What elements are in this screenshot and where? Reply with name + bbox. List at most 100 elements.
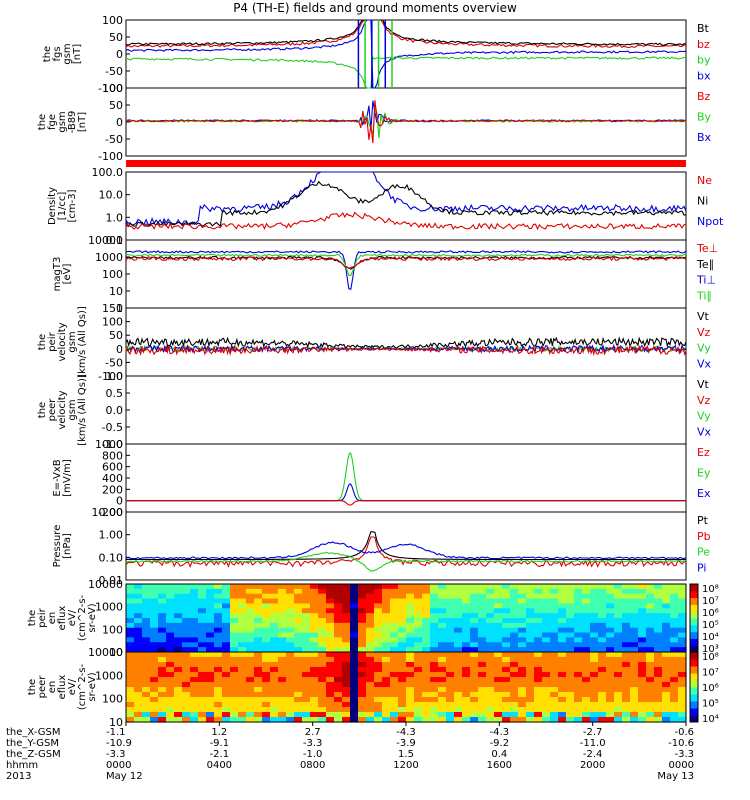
heatmap-cell [158, 588, 167, 595]
heatmap-cell [310, 662, 319, 668]
heatmap-cell [318, 598, 327, 605]
heatmap-cell [150, 627, 159, 634]
heatmap-cell [230, 717, 239, 723]
heatmap-cell [278, 662, 287, 668]
heatmap-cell [294, 603, 303, 609]
ylabel-line: [km/s (All Qs)] [77, 374, 88, 446]
heatmap-cell [254, 697, 263, 703]
heatmap-cell [206, 603, 215, 609]
heatmap-cell [526, 593, 535, 600]
heatmap-cell [334, 608, 343, 614]
heatmap-cell [374, 618, 383, 624]
heatmap-cell [318, 657, 327, 663]
heatmap-cell [534, 677, 543, 683]
legend-peer_velocity: Vx [697, 425, 712, 438]
heatmap-cell [582, 598, 591, 605]
heatmap-cell [550, 712, 559, 718]
heatmap-cell [142, 637, 151, 643]
heatmap-cell [494, 682, 503, 688]
heatmap-cell [246, 588, 255, 595]
heatmap-cell [582, 687, 591, 693]
heatmap-cell [462, 707, 471, 713]
heatmap-cell [358, 687, 367, 693]
heatmap-cell [678, 712, 687, 718]
heatmap-cell [230, 588, 239, 595]
heatmap-cell [406, 593, 415, 600]
heatmap-cell [294, 652, 303, 658]
series-Ti-perp [125, 250, 687, 291]
colorbar-cell [690, 590, 698, 599]
heatmap-cell [574, 717, 583, 723]
heatmap-cell [366, 603, 375, 609]
heatmap-cell [494, 627, 503, 634]
heatmap-cell [142, 652, 151, 658]
colorbar-label: 10⁷ [702, 668, 719, 679]
heatmap-cell [558, 627, 567, 634]
heatmap-cell [350, 588, 359, 595]
ytick-label: 0 [116, 343, 123, 356]
heatmap-cell [414, 642, 423, 648]
heatmap-cell [222, 622, 231, 629]
heatmap-cell [446, 677, 455, 683]
ytick-label: 0.01 [99, 574, 124, 587]
heatmap-cell [486, 647, 495, 653]
legend-fge: Bz [697, 90, 711, 103]
heatmap-cell [478, 593, 487, 600]
ylabel-line: peir [37, 607, 48, 627]
xtick-z-gsm: -2.1 [210, 749, 230, 760]
heatmap-cell [518, 682, 527, 688]
heatmap-cell [534, 697, 543, 703]
heatmap-cell [390, 682, 399, 688]
heatmap-cell [510, 692, 519, 698]
heatmap-cell [654, 647, 663, 653]
legend-pressure: Pb [697, 530, 711, 543]
heatmap-cell [158, 712, 167, 718]
heatmap-cell [566, 603, 575, 609]
heatmap-cell [158, 642, 167, 648]
heatmap-cell [398, 662, 407, 668]
heatmap-cell [646, 627, 655, 634]
heatmap-cell [654, 707, 663, 713]
heatmap-cell [278, 712, 287, 718]
heatmap-cell [390, 622, 399, 629]
heatmap-cell [334, 652, 343, 658]
heatmap-cell [246, 692, 255, 698]
heatmap-cell [598, 697, 607, 703]
heatmap-cell [286, 712, 295, 718]
ytick-label: 1000 [95, 438, 123, 451]
heatmap-cell [574, 603, 583, 609]
legend-peir_velocity: Vy [697, 342, 711, 355]
heatmap-cell [126, 692, 135, 698]
series-Pi [125, 541, 687, 560]
heatmap-cell [326, 598, 335, 605]
heatmap-cell [374, 717, 383, 723]
heatmap-cell [654, 677, 663, 683]
heatmap-cell [182, 717, 191, 723]
heatmap-cell [670, 697, 679, 703]
heatmap-cell [302, 632, 311, 639]
heatmap-cell [654, 657, 663, 663]
heatmap-cell [550, 642, 559, 648]
heatmap-cell [598, 603, 607, 609]
heatmap-cell [486, 707, 495, 713]
heatmap-cell [150, 707, 159, 713]
heatmap-cell [438, 608, 447, 614]
heatmap-cell [318, 588, 327, 595]
heatmap-cell [606, 608, 615, 614]
heatmap-cell [502, 637, 511, 643]
heatmap-cell [462, 702, 471, 708]
heatmap-cell [542, 707, 551, 713]
heatmap-cell [190, 692, 199, 698]
heatmap-cell [454, 677, 463, 683]
xtick-z-gsm: -3.3 [106, 749, 126, 760]
heatmap-cell [326, 662, 335, 668]
heatmap-cell [550, 662, 559, 668]
heatmap-cell [662, 593, 671, 600]
heatmap-cell [422, 613, 431, 619]
heatmap-cell [270, 657, 279, 663]
heatmap-cell [550, 687, 559, 693]
heatmap-cell [222, 687, 231, 693]
heatmap-cell [510, 632, 519, 639]
heatmap-cell [326, 588, 335, 595]
heatmap-cell [190, 608, 199, 614]
